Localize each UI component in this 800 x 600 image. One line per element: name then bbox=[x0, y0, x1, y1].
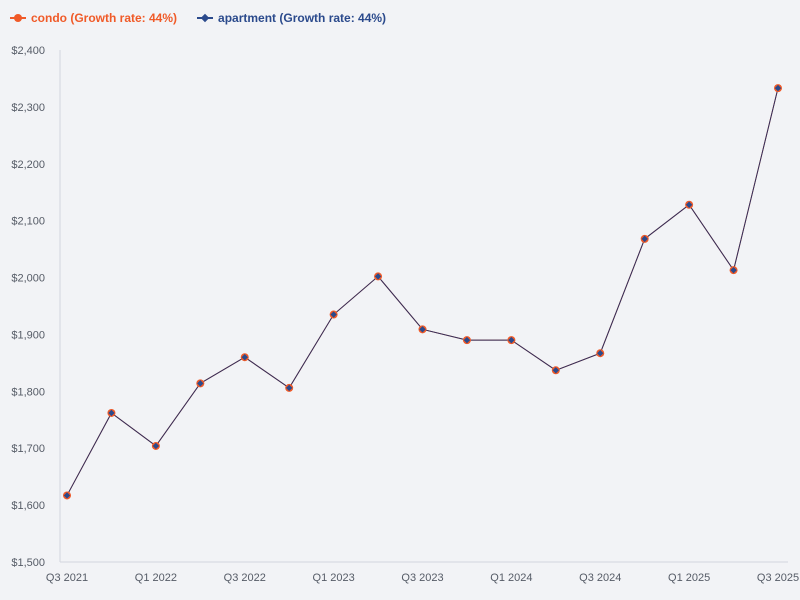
x-tick-label: Q3 2022 bbox=[224, 572, 266, 584]
legend-item-apartment[interactable]: apartment (Growth rate: 44%) bbox=[197, 11, 386, 25]
data-point-apartment bbox=[197, 380, 204, 387]
data-point-apartment bbox=[641, 235, 648, 243]
data-point-apartment bbox=[552, 367, 560, 374]
x-tick-label: Q3 2021 bbox=[46, 572, 88, 584]
data-point-apartment bbox=[152, 442, 160, 450]
x-tick-label: Q3 2023 bbox=[401, 572, 443, 584]
x-tick-label: Q3 2025 bbox=[757, 572, 799, 584]
series-line-condo bbox=[66, 87, 779, 496]
y-tick-label: $1,500 bbox=[11, 557, 45, 569]
y-tick-label: $1,600 bbox=[11, 500, 45, 512]
legend-label-condo: condo (Growth rate: 44%) bbox=[31, 11, 178, 25]
diamond-marker-icon bbox=[197, 13, 214, 23]
x-tick-label: Q3 2024 bbox=[579, 572, 621, 584]
y-tick-label: $1,900 bbox=[11, 329, 45, 341]
data-point-apartment bbox=[108, 409, 115, 417]
data-point-apartment bbox=[63, 492, 71, 499]
y-tick-label: $2,300 bbox=[11, 102, 45, 114]
data-point-apartment bbox=[374, 273, 382, 280]
x-tick-label: Q1 2025 bbox=[668, 572, 710, 584]
data-point-apartment bbox=[774, 84, 782, 92]
data-point-apartment bbox=[508, 336, 515, 344]
chart-legend: condo (Growth rate: 44%) apartment (Grow… bbox=[10, 9, 386, 27]
data-point-apartment bbox=[730, 266, 737, 274]
y-tick-label: $2,000 bbox=[11, 273, 45, 285]
x-tick-label: Q1 2022 bbox=[135, 572, 177, 584]
y-tick-label: $2,400 bbox=[11, 45, 45, 57]
y-tick-label: $2,100 bbox=[11, 216, 45, 228]
legend-label-apartment: apartment (Growth rate: 44%) bbox=[218, 11, 387, 25]
y-tick-label: $1,700 bbox=[11, 443, 45, 455]
x-tick-label: Q1 2023 bbox=[313, 572, 355, 584]
x-tick-label: Q1 2024 bbox=[490, 572, 532, 584]
series-line-apartment bbox=[66, 87, 779, 496]
y-tick-label: $2,200 bbox=[11, 159, 45, 171]
data-point-apartment bbox=[330, 311, 337, 318]
y-tick-label: $1,800 bbox=[11, 386, 45, 398]
data-point-apartment bbox=[463, 336, 471, 344]
data-point-apartment bbox=[241, 354, 248, 361]
data-point-apartment bbox=[685, 201, 693, 208]
legend-item-condo[interactable]: condo (Growth rate: 44%) bbox=[10, 11, 177, 25]
circle-marker-icon bbox=[10, 13, 26, 23]
data-point-apartment bbox=[597, 350, 604, 357]
data-point-apartment bbox=[285, 384, 293, 392]
data-point-apartment bbox=[419, 326, 426, 333]
